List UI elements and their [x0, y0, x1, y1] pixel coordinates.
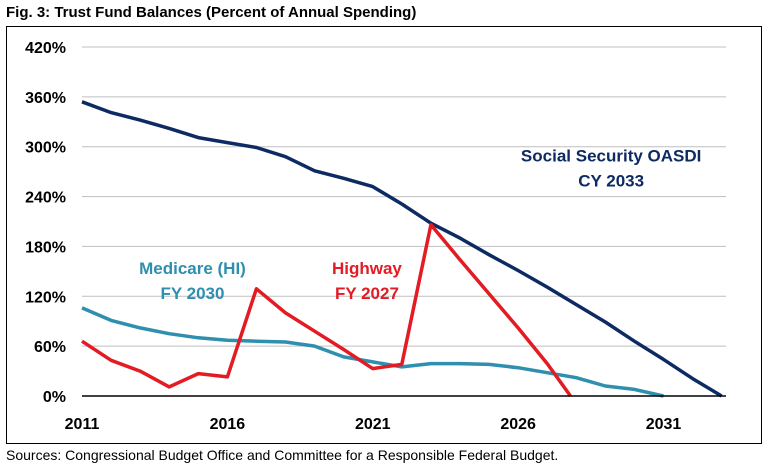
annotation-line: Medicare (HI) — [139, 259, 246, 278]
y-axis-ticks: 0% 60% 120% 180% 240% 300% 360% 420% — [25, 40, 66, 406]
x-tick-label: 2021 — [355, 416, 391, 433]
gridlines — [82, 46, 726, 347]
x-tick-label: 2026 — [500, 416, 536, 433]
annotation-highway: Highway FY 2027 — [332, 259, 402, 303]
annotation-line: FY 2030 — [160, 284, 224, 303]
y-tick-label: 120% — [25, 289, 66, 306]
series-annotations: Social Security OASDI CY 2033 Medicare (HI… — [139, 147, 701, 303]
y-tick-label: 240% — [25, 190, 66, 207]
y-tick-label: 180% — [25, 239, 66, 256]
annotation-line: FY 2027 — [335, 284, 399, 303]
y-tick-label: 360% — [25, 90, 66, 107]
y-tick-label: 60% — [34, 339, 66, 356]
line-chart: 0%60%120%180%240%300%360%420% 2011 2016 20… — [25, 40, 726, 433]
series-line-hi — [81, 306, 664, 398]
x-axis-ticks: 2011 2016 2021 2026 2031 — [65, 416, 682, 433]
chart-frame — [6, 26, 762, 444]
source-note: Sources: Congressional Budget Office and… — [6, 447, 559, 463]
series-line-oasdi — [81, 100, 723, 398]
series-line-highway — [81, 223, 572, 398]
annotation-oasdi: Social Security OASDI CY 2033 — [521, 147, 701, 191]
y-tick-label: 420% — [25, 40, 66, 57]
annotation-line: CY 2033 — [578, 172, 644, 191]
x-tick-label: 2011 — [65, 416, 100, 433]
annotation-hi: Medicare (HI) FY 2030 — [139, 259, 246, 303]
series-lines — [81, 100, 723, 398]
x-tick-label: 2016 — [210, 416, 246, 433]
annotation-line: Highway — [332, 259, 402, 278]
y-tick-label: 0% — [43, 389, 66, 406]
annotation-line: Social Security OASDI — [521, 147, 701, 166]
x-tick-label: 2031 — [646, 416, 682, 433]
y-tick-label: 300% — [25, 140, 66, 157]
chart-title: Fig. 3: Trust Fund Balances (Percent of … — [6, 4, 417, 21]
